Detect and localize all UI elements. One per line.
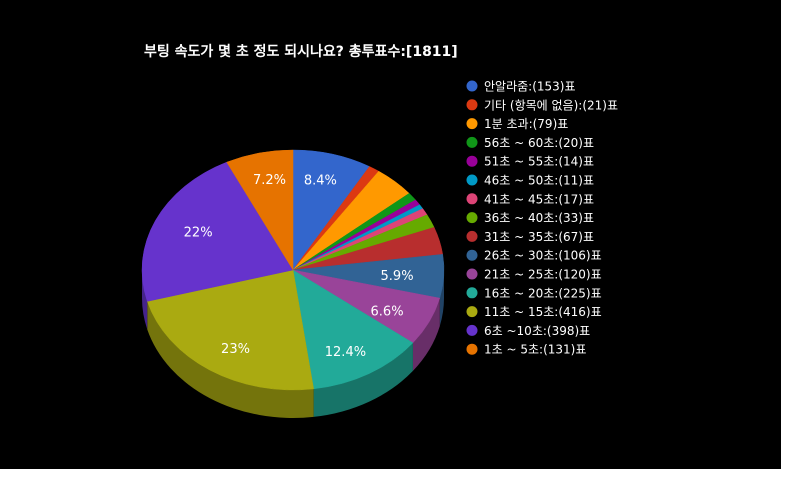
legend-label-1[interactable]: 기타 (항목에 없음):(21)표	[484, 98, 618, 112]
slice-label-10: 6.6%	[371, 304, 404, 319]
legend-marker-5[interactable]	[466, 174, 478, 186]
legend-marker-0[interactable]	[466, 80, 478, 92]
legend-marker-11[interactable]	[466, 287, 478, 299]
pie-side-13	[142, 270, 148, 330]
legend-marker-4[interactable]	[466, 155, 478, 167]
legend-marker-8[interactable]	[466, 230, 478, 242]
legend-label-8[interactable]: 31초 ~ 35초:(67)표	[484, 230, 594, 244]
legend-marker-2[interactable]	[466, 118, 478, 130]
legend-label-3[interactable]: 56초 ~ 60초:(20)표	[484, 136, 594, 150]
legend-label-7[interactable]: 36초 ~ 40초:(33)표	[484, 211, 594, 225]
slice-label-9: 5.9%	[381, 269, 414, 284]
legend-marker-9[interactable]	[466, 249, 478, 261]
pie-labels-group: 8.4% 5.9% 6.6% 12.4% 23% 22% 7.2%	[184, 173, 414, 360]
pie-side-9	[439, 270, 444, 327]
pie-slice-12[interactable]	[146, 269, 314, 391]
slice-label-12: 23%	[221, 342, 250, 357]
legend-marker-10[interactable]	[466, 268, 478, 280]
legend-label-5[interactable]: 46초 ~ 50초:(11)표	[484, 174, 594, 188]
legend-label-0[interactable]: 안알라줌:(153)표	[484, 80, 576, 94]
legend-marker-3[interactable]	[466, 136, 478, 148]
chart-area: 부팅 속도가 몇 초 정도 되시나요? 총투표수:[1811] 8.4% 5.9%…	[0, 0, 781, 469]
chart-title: 부팅 속도가 몇 초 정도 되시나요? 총투표수:[1811]	[144, 43, 458, 60]
legend-label-11[interactable]: 16초 ~ 20초:(225)표	[484, 286, 602, 300]
slice-label-11: 12.4%	[325, 345, 366, 360]
pie-slice-13[interactable]	[141, 161, 294, 302]
slice-label-14: 7.2%	[253, 173, 286, 188]
pie-top-group	[141, 149, 445, 391]
legend-marker-12[interactable]	[466, 306, 478, 318]
legend-marker-7[interactable]	[466, 212, 478, 224]
legend-label-9[interactable]: 26초 ~ 30초:(106)표	[484, 249, 602, 263]
legend-label-14[interactable]: 1초 ~ 5초:(131)표	[484, 343, 586, 357]
legend-label-12[interactable]: 11초 ~ 15초:(416)표	[484, 305, 602, 319]
legend-marker-14[interactable]	[466, 343, 478, 355]
pie-side-10	[412, 298, 440, 371]
pie-slice-14[interactable]	[226, 149, 294, 271]
slice-label-0: 8.4%	[304, 174, 337, 189]
legend-label-13[interactable]: 6초 ~10초:(398)표	[484, 324, 590, 338]
legend-marker-6[interactable]	[466, 193, 478, 205]
legend: 안알라줌:(153)표기타 (항목에 없음):(21)표 1분 초과:(79)표 5…	[466, 80, 618, 357]
pie-slice-11[interactable]	[292, 269, 414, 390]
legend-marker-13[interactable]	[466, 324, 478, 336]
legend-label-10[interactable]: 21초 ~ 25초:(120)표	[484, 268, 602, 282]
legend-label-2[interactable]: 1분 초과:(79)표	[484, 117, 568, 131]
slice-label-13: 22%	[184, 225, 213, 240]
pie-side-11	[313, 342, 413, 417]
legend-label-4[interactable]: 51초 ~ 55초:(14)표	[484, 155, 594, 169]
pie-chart: 부팅 속도가 몇 초 정도 되시나요? 총투표수:[1811] 8.4% 5.9%…	[141, 43, 618, 418]
legend-label-6[interactable]: 41초 ~ 45초:(17)표	[484, 192, 594, 206]
legend-marker-1[interactable]	[466, 99, 478, 111]
